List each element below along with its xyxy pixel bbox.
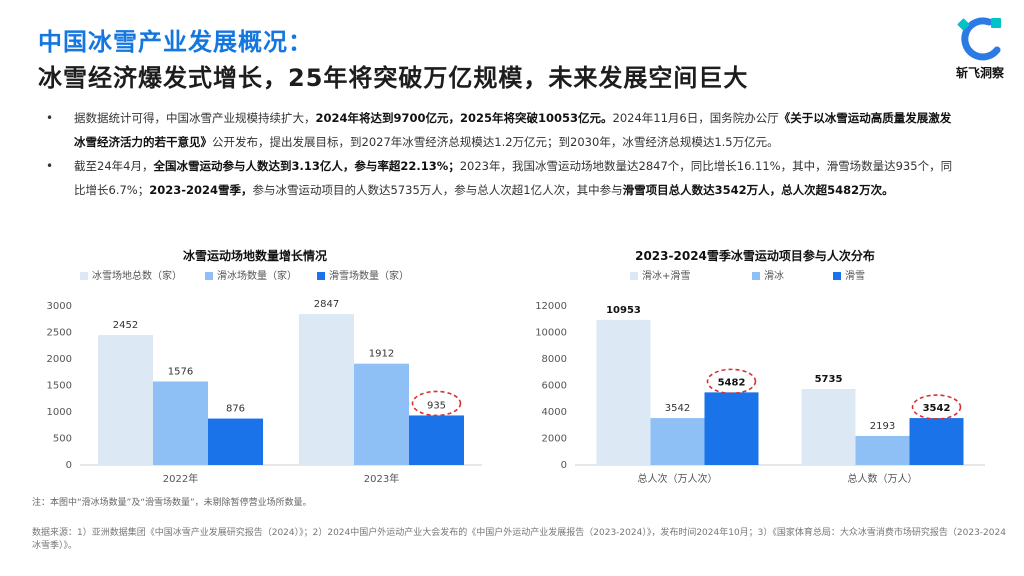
y-tick-label: 3000: [47, 301, 72, 312]
data-label: 2452: [113, 320, 138, 331]
data-source: 数据来源：1）亚洲数据集团《中国冰雪产业发展研究报告（2024）》；2）2024…: [32, 528, 1006, 551]
bullet-list: • 据数据统计可得，中国冰雪产业规模持续扩大，2024年将达到9700亿元，20…: [46, 106, 958, 202]
data-label: 2847: [314, 299, 339, 310]
bullet-text: 参与冰雪运动项目的人数达5735万人，参与总人次超1亿人次，其中参与: [252, 183, 623, 197]
bullet-text: 截至24年4月，: [74, 159, 154, 173]
highlight-circle: [411, 390, 462, 417]
bar-2-1: [153, 381, 208, 465]
bullet-text-bold: 滑雪项目总人数达3542万人，总人次超5482万次。: [622, 183, 894, 197]
y-tick-label: 8000: [542, 354, 567, 365]
highlight-circle: [911, 394, 962, 420]
bar-3-1: [704, 392, 759, 465]
data-label: 1912: [369, 349, 394, 360]
bullet-text-bold: 全国冰雪运动参与人数达到3.13亿人，参与率超22.13%；: [153, 159, 460, 173]
bar-3-2: [409, 415, 464, 465]
y-tick-label: 2000: [542, 434, 567, 445]
x-tick-label: 2023年: [364, 472, 399, 485]
x-tick-label: 2022年: [163, 472, 198, 485]
data-label: 5482: [718, 377, 746, 388]
x-tick-label: 总人次（万人次）: [638, 472, 718, 485]
legend-swatch-2: [205, 272, 213, 280]
legend-label-1: 冰雪场地总数（家）: [92, 269, 182, 282]
chart-title: 2023-2024雪季冰雪运动项目参与人次分布: [635, 248, 875, 263]
y-tick-label: 2500: [47, 328, 72, 339]
bullet-text: 据数据统计可得，中国冰雪产业规模持续扩大，: [74, 111, 316, 125]
bar-2-1: [650, 418, 705, 465]
bar-1-2: [801, 389, 856, 465]
bullet-text: 公开发布，提出发展目标，到2027年冰雪经济总规模达1.2万亿元；到2030年，…: [212, 135, 779, 149]
y-tick-label: 6000: [542, 381, 567, 392]
x-tick-label: 总人数（万人）: [848, 472, 918, 485]
y-tick-label: 0: [561, 460, 567, 471]
y-tick-label: 12000: [535, 301, 567, 312]
legend-swatch-1: [80, 272, 88, 280]
bar-1-2: [299, 314, 354, 465]
y-tick-label: 10000: [535, 328, 567, 339]
legend-swatch-2: [752, 272, 760, 280]
bullet-text-bold: 《关于以冰雪运动高质量发展激发冰雪经济活力的若干意见》: [74, 111, 952, 149]
page-title: 中国冰雪产业发展概况：: [38, 28, 313, 56]
bullet-text-bold: 2024年将达到9700亿元，2025年将突破10053亿元。: [315, 111, 613, 125]
chart-note: 注：本图中“滑冰场数量”及“滑雪场数量”，未剔除暂停营业场所数量。: [32, 498, 312, 508]
data-label: 1576: [168, 366, 193, 377]
data-label: 5735: [815, 374, 843, 385]
brand-logo: 斩飞洞察: [945, 14, 1015, 84]
bar-1-1: [596, 319, 651, 465]
logo-mark-icon: [957, 17, 1001, 61]
y-tick-label: 4000: [542, 407, 567, 418]
legend-label-3: 滑雪场数量（家）: [329, 269, 409, 282]
highlight-circle: [706, 368, 757, 395]
bullet-dot-icon: •: [46, 159, 54, 173]
bar-3-1: [208, 418, 263, 465]
data-label: 876: [226, 404, 245, 415]
y-tick-label: 1000: [47, 407, 72, 418]
legend-label-2: 滑冰: [764, 269, 784, 282]
bullet-item-2: • 截至24年4月，全国冰雪运动参与人数达到3.13亿人，参与率超22.13%；…: [46, 154, 958, 202]
legend-label-1: 滑冰+滑雪: [642, 269, 690, 282]
logo-text: 斩飞洞察: [955, 66, 1004, 80]
data-label: 3542: [923, 403, 951, 414]
bar-3-2: [909, 418, 964, 465]
legend-label-3: 滑雪: [845, 270, 865, 282]
bullet-text: 2024年11月6日，国务院办公厅: [612, 111, 779, 125]
y-tick-label: 1500: [47, 381, 72, 392]
y-tick-label: 500: [53, 434, 72, 445]
data-label: 3542: [665, 403, 690, 414]
bullet-text-bold: 2023-2024雪季，: [149, 183, 253, 197]
legend-label-2: 滑冰场数量（家）: [217, 269, 297, 282]
bullet-item-1: • 据数据统计可得，中国冰雪产业规模持续扩大，2024年将达到9700亿元，20…: [46, 106, 958, 154]
y-tick-label: 2000: [47, 354, 72, 365]
page-subtitle: 冰雪经济爆发式增长，25年将突破万亿规模，未来发展空间巨大: [38, 64, 749, 92]
data-label: 10953: [606, 305, 641, 316]
bar-2-2: [855, 435, 910, 465]
bar-1-1: [98, 335, 153, 465]
chart-title: 冰雪运动场地数量增长情况: [183, 248, 327, 263]
legend-swatch-1: [630, 272, 638, 280]
legend-swatch-3: [317, 272, 325, 280]
data-label: 935: [427, 400, 446, 411]
legend-swatch-3: [833, 272, 841, 280]
y-tick-label: 0: [66, 460, 72, 471]
bullet-dot-icon: •: [46, 111, 54, 125]
bar-2-2: [354, 363, 409, 465]
bullet-text: 2023年，我国冰雪运动场地数量达2847个，同比增长16.11%，其中，滑雪场…: [74, 159, 953, 197]
data-label: 2193: [870, 421, 895, 432]
